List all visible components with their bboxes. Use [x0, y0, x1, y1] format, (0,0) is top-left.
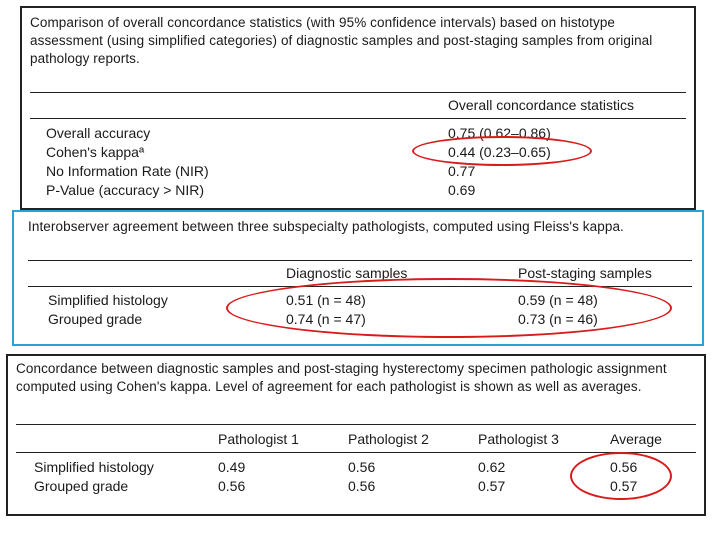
table3-cell: 0.56 — [348, 478, 376, 494]
table1-row-value: 0.69 — [448, 182, 476, 198]
table3-cell: 0.56 — [218, 478, 246, 494]
table3-cell: 0.57 — [478, 478, 506, 494]
table1-row-label: Cohen's kappaª — [46, 144, 145, 160]
table1-row-label: No Information Rate (NIR) — [46, 163, 209, 179]
table3-col-header: Pathologist 3 — [478, 431, 559, 447]
table3-col-header: Average — [610, 431, 662, 447]
agreement-highlight-oval — [226, 278, 672, 338]
table3-row-label: Grouped grade — [34, 478, 129, 494]
table2-caption: Interobserver agreement between three su… — [28, 219, 624, 234]
table3-row-label: Simplified histology — [34, 459, 154, 475]
table1-row-label: Overall accuracy — [46, 125, 151, 141]
table2-panel: Interobserver agreement between three su… — [12, 210, 704, 346]
table1-row-label: P-Value (accuracy > NIR) — [46, 182, 205, 198]
table2-row-label: Grouped grade — [48, 311, 143, 327]
table2-top-rule — [28, 260, 692, 261]
kappa-highlight-oval — [412, 136, 592, 166]
table2-col-header: Post-staging samples — [518, 265, 652, 281]
table3-cell: 0.56 — [348, 459, 376, 475]
table1-row-value: 0.77 — [448, 163, 476, 179]
table1-panel: Comparison of overall concordance statis… — [20, 6, 696, 210]
table3-col-header: Pathologist 1 — [218, 431, 299, 447]
table2-col-header: Diagnostic samples — [286, 265, 408, 281]
table1-caption: Comparison of overall concordance statis… — [30, 15, 653, 66]
table1-header: Overall concordance statistics — [448, 97, 634, 113]
table1-top-rule — [30, 92, 686, 93]
average-highlight-oval — [570, 452, 672, 500]
table3-caption: Concordance between diagnostic samples a… — [16, 361, 667, 394]
table3-header-rule — [16, 452, 696, 453]
table1-header-rule — [30, 118, 686, 119]
table2-row-label: Simplified histology — [48, 292, 168, 308]
table3-panel: Concordance between diagnostic samples a… — [6, 354, 706, 516]
table3-cell: 0.62 — [478, 459, 506, 475]
table3-cell: 0.49 — [218, 459, 246, 475]
table3-col-header: Pathologist 2 — [348, 431, 429, 447]
table3-top-rule — [16, 424, 696, 425]
